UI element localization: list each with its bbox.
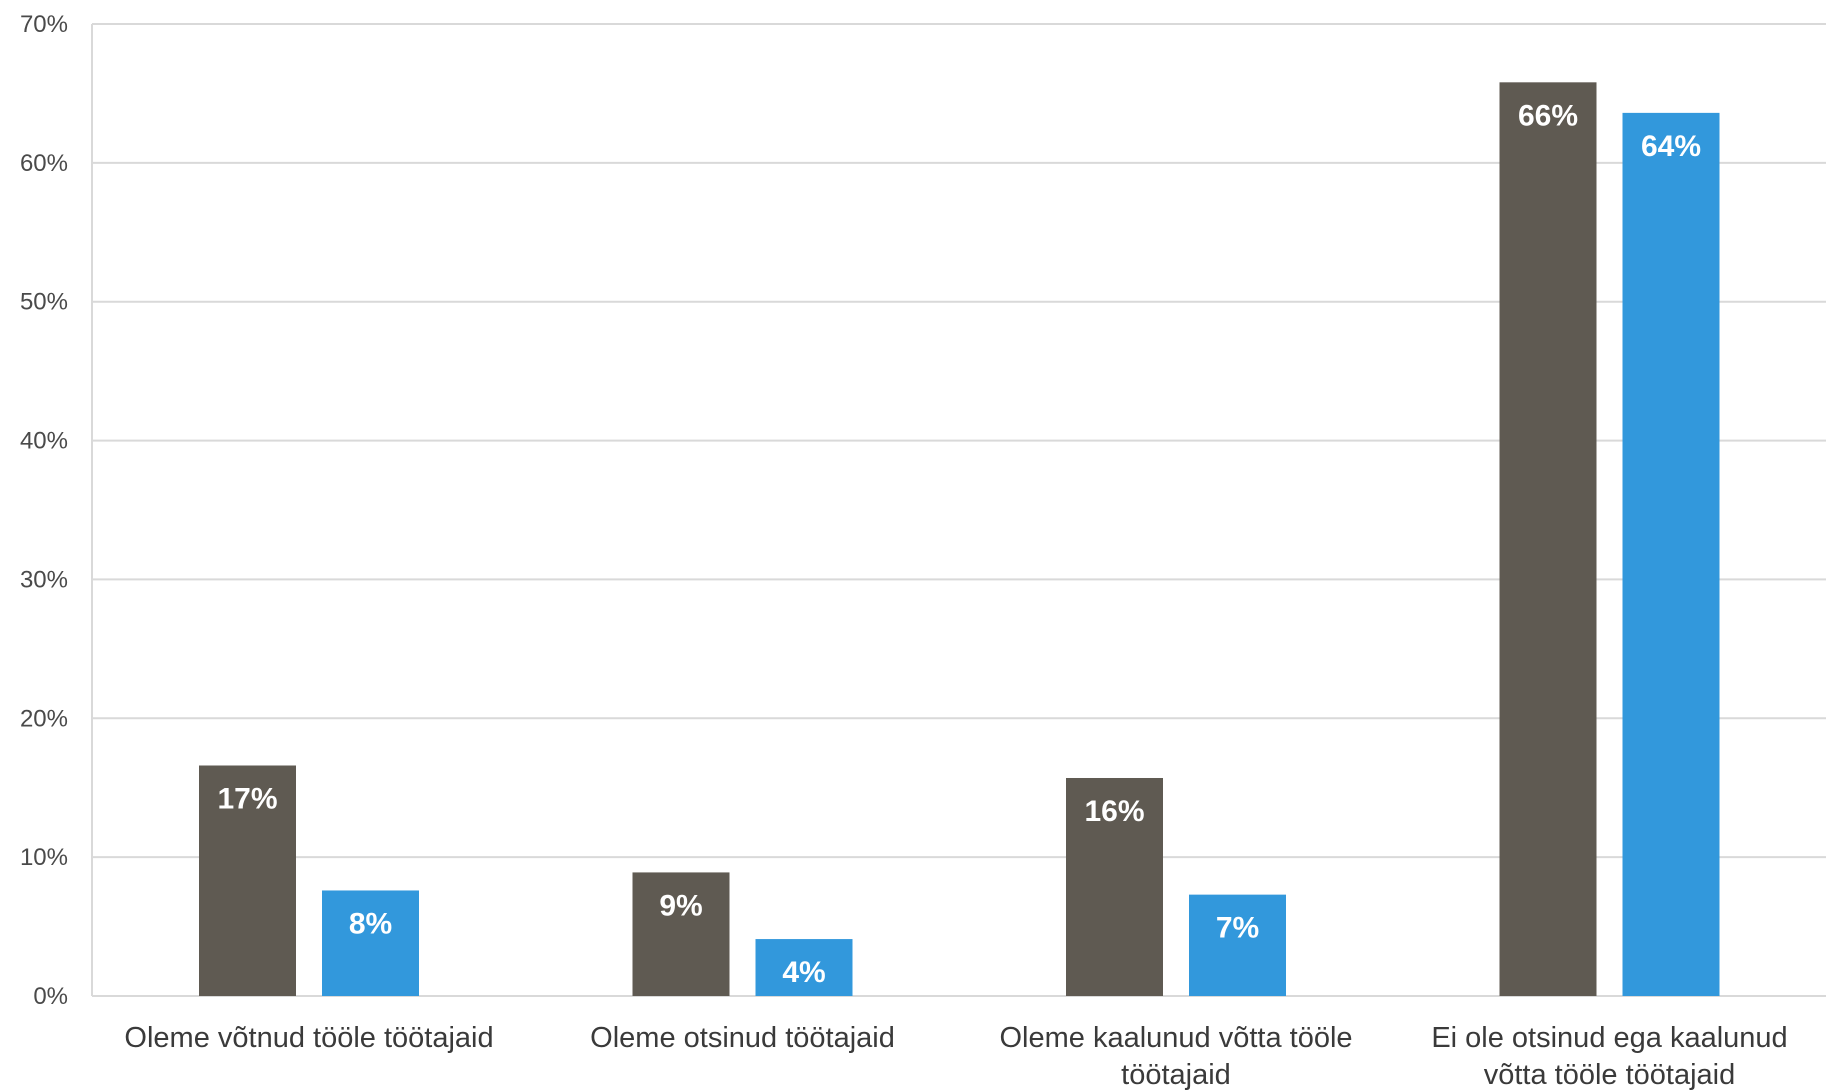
bar xyxy=(1499,82,1597,996)
y-tick-label: 40% xyxy=(20,428,68,455)
bar xyxy=(1066,777,1163,996)
x-category-label: töötajaid xyxy=(1121,1059,1231,1091)
y-tick-label: 70% xyxy=(20,11,68,38)
bar-value-label: 17% xyxy=(217,782,277,815)
y-tick-label: 30% xyxy=(20,566,68,593)
bar-value-label: 4% xyxy=(782,956,825,989)
bar xyxy=(632,872,730,996)
x-category-label: Oleme võtnud tööle töötajaid xyxy=(124,1022,493,1054)
bar xyxy=(755,939,853,996)
bar-value-label: 9% xyxy=(659,889,702,922)
bar-value-label: 16% xyxy=(1084,795,1144,828)
x-category-label: Oleme kaalunud võtta tööle xyxy=(999,1022,1352,1054)
bar-value-label: 66% xyxy=(1518,99,1578,132)
bar-value-label: 8% xyxy=(349,907,392,940)
x-category-label: võtta tööle töötajaid xyxy=(1484,1059,1736,1091)
y-tick-label: 20% xyxy=(20,705,68,732)
y-tick-label: 0% xyxy=(33,983,68,1010)
bar-value-label: 64% xyxy=(1641,130,1701,163)
bar-value-label: 7% xyxy=(1216,912,1259,945)
y-tick-label: 60% xyxy=(20,150,68,177)
bar xyxy=(1189,894,1286,996)
x-category-label: Ei ole otsinud ega kaalunud xyxy=(1431,1022,1787,1054)
x-category-label: Oleme otsinud töötajaid xyxy=(590,1022,895,1054)
y-tick-label: 10% xyxy=(20,844,68,871)
bar xyxy=(322,890,419,996)
y-tick-label: 50% xyxy=(20,289,68,316)
bar xyxy=(199,765,296,996)
bar xyxy=(1622,112,1720,996)
